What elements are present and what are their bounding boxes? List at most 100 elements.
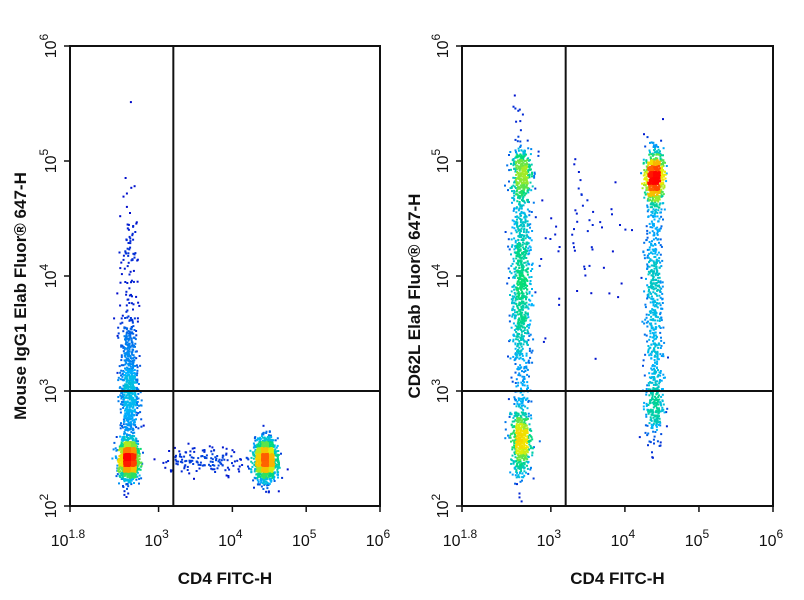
event-dot — [132, 238, 135, 241]
event-dot — [125, 483, 128, 486]
event-dot — [646, 424, 649, 427]
event-dot — [661, 281, 664, 284]
event-dot — [256, 443, 259, 446]
event-dot — [519, 374, 522, 377]
event-dot — [270, 480, 273, 483]
event-dot — [273, 449, 276, 452]
event-dot — [648, 440, 651, 443]
event-dot — [524, 213, 527, 216]
event-dot — [648, 384, 650, 387]
event-dot — [257, 442, 260, 445]
event-dot — [652, 208, 655, 211]
event-dot — [276, 463, 279, 466]
event-dot — [130, 259, 133, 262]
event-dot — [254, 439, 257, 442]
event-dot — [270, 479, 273, 482]
event-dot — [184, 464, 187, 467]
event-dot — [132, 404, 135, 407]
event-dot — [653, 231, 656, 234]
event-dot — [544, 237, 547, 240]
event-dot — [120, 403, 123, 406]
event-dot — [661, 388, 664, 390]
event-dot — [264, 454, 267, 456]
event-dot — [125, 362, 128, 364]
event-dot — [134, 365, 136, 367]
event-dot — [128, 302, 131, 304]
event-dot — [646, 295, 649, 298]
event-dot — [126, 223, 129, 226]
event-dot — [130, 382, 133, 385]
event-dot — [130, 431, 133, 434]
event-dot — [117, 336, 120, 339]
event-dot — [273, 471, 276, 474]
event-dot — [647, 348, 650, 351]
event-dot — [510, 245, 513, 248]
event-dot — [643, 196, 646, 199]
event-dot — [520, 387, 522, 390]
event-dot — [271, 457, 274, 460]
event-dot — [511, 219, 514, 222]
event-dot — [529, 280, 532, 282]
event-dot — [124, 360, 127, 363]
event-dot — [256, 463, 259, 466]
event-dot — [127, 254, 130, 257]
event-dot — [120, 273, 123, 276]
event-dot — [125, 433, 128, 436]
event-dot — [128, 248, 131, 251]
event-dot — [526, 467, 529, 470]
event-dot — [185, 451, 188, 454]
event-dot — [275, 459, 278, 462]
event-dot — [516, 483, 518, 486]
event-dot — [236, 459, 239, 462]
event-dot — [521, 370, 523, 373]
event-dot — [266, 436, 269, 438]
event-dot — [268, 434, 271, 437]
event-dot — [125, 396, 128, 399]
event-dot — [514, 299, 517, 302]
event-dot — [524, 398, 527, 401]
event-dot — [225, 452, 228, 455]
event-dot — [256, 453, 259, 456]
event-dot — [136, 404, 139, 407]
event-dot — [125, 441, 128, 444]
event-dot — [125, 496, 128, 498]
event-dot — [132, 386, 135, 389]
event-dot — [510, 290, 513, 293]
event-dot — [526, 139, 529, 142]
event-dot — [654, 350, 657, 353]
event-dot — [644, 431, 647, 434]
event-dot — [116, 449, 119, 451]
event-dot — [527, 316, 530, 319]
event-dot — [126, 428, 129, 431]
event-dot — [134, 231, 137, 233]
event-dot — [511, 226, 514, 229]
y-tick-label: 103 — [37, 378, 60, 403]
event-dot — [526, 223, 529, 226]
event-dot — [120, 345, 123, 348]
event-dot — [653, 334, 656, 337]
event-dot — [276, 467, 279, 470]
event-dot — [648, 231, 651, 234]
event-dot — [193, 450, 196, 453]
event-dot — [631, 229, 633, 232]
event-dot — [652, 340, 655, 342]
event-dot — [130, 422, 133, 425]
event-dot — [512, 313, 515, 315]
event-dot — [270, 450, 272, 453]
event-dot — [127, 386, 130, 388]
event-dot — [658, 272, 661, 275]
event-dot — [117, 326, 120, 329]
event-dot — [118, 460, 121, 463]
event-dot — [120, 462, 123, 465]
event-dot — [136, 475, 139, 478]
event-dot — [531, 349, 534, 352]
event-dot — [262, 424, 265, 427]
event-dot — [651, 240, 653, 243]
event-dot — [131, 458, 134, 461]
event-dot — [530, 400, 533, 403]
event-dot — [126, 385, 129, 388]
event-dot — [115, 436, 118, 438]
event-dot — [512, 105, 515, 108]
event-dot — [649, 301, 652, 304]
event-dot — [124, 355, 127, 358]
